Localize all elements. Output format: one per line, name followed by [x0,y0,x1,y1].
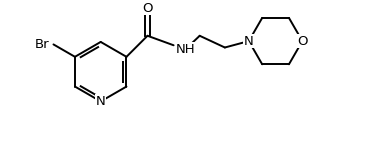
Text: Br: Br [35,38,49,51]
Text: NH: NH [176,43,195,56]
Text: N: N [96,95,106,108]
Text: N: N [244,35,254,48]
Text: O: O [142,2,153,15]
Text: O: O [297,35,308,48]
